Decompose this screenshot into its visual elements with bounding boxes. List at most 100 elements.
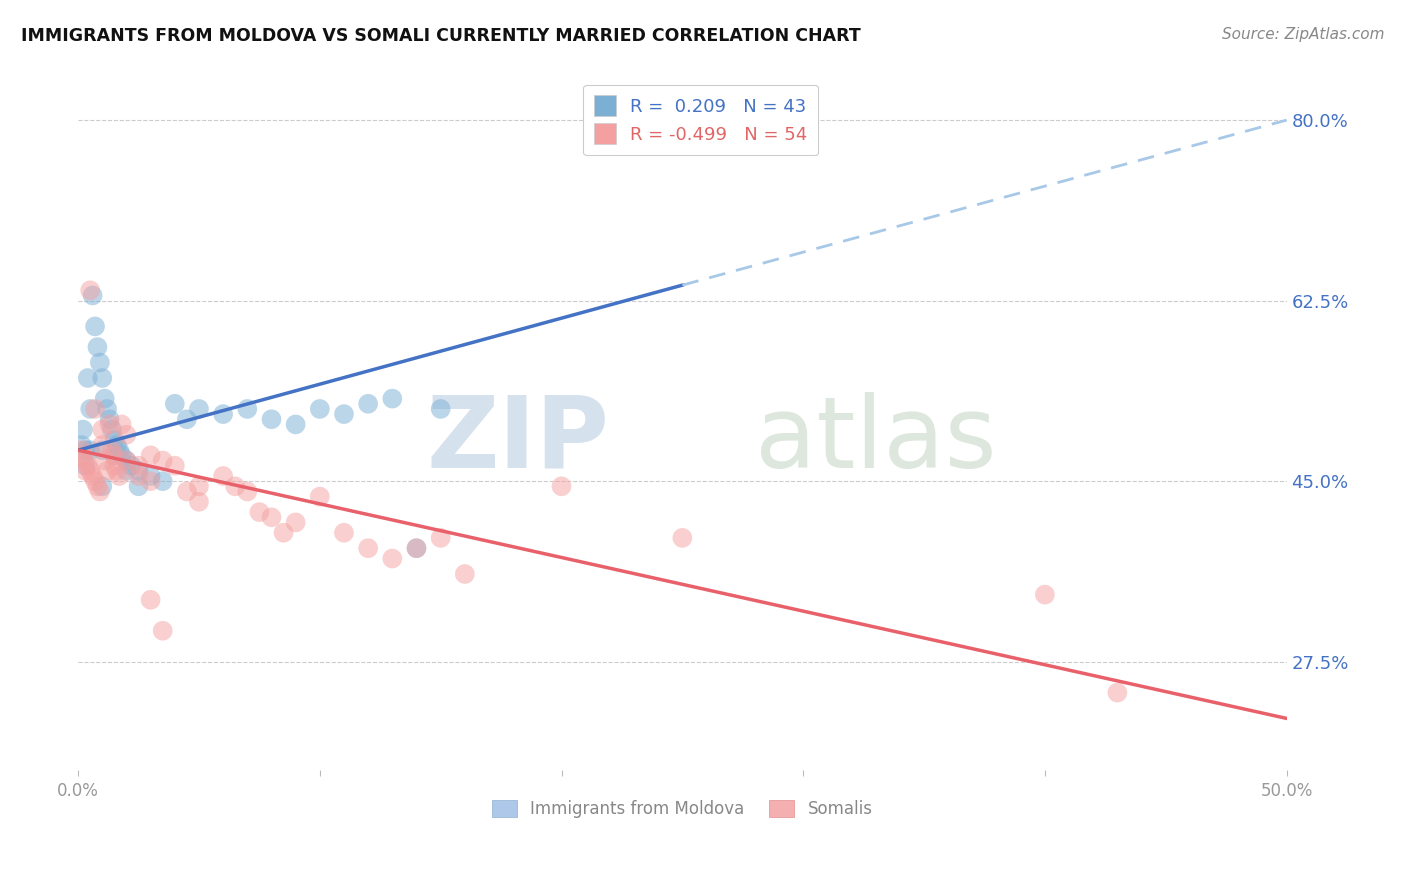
Point (128, 469, 150, 483)
Point (79, 443, 101, 458)
Point (128, 464, 150, 478)
Point (75, 458, 97, 473)
Point (79, 401, 101, 416)
Point (405, 541, 427, 556)
Point (84, 319, 107, 334)
Point (103, 458, 125, 473)
Point (82, 288, 104, 302)
Point (96, 464, 118, 478)
Point (333, 525, 356, 540)
Point (82, 469, 104, 483)
Point (91, 443, 114, 458)
Point (101, 443, 124, 458)
Point (163, 458, 186, 473)
Point (212, 469, 235, 483)
Point (93, 453, 115, 467)
Point (76, 458, 98, 473)
Point (188, 479, 211, 493)
Point (101, 423, 124, 437)
Point (163, 397, 186, 411)
Point (152, 624, 174, 638)
Point (103, 448, 125, 462)
Point (96, 401, 118, 416)
Point (115, 427, 138, 442)
Point (333, 407, 356, 421)
Point (224, 479, 246, 493)
Point (75, 453, 97, 467)
Point (91, 438, 114, 452)
Point (115, 453, 138, 467)
Point (429, 401, 451, 416)
Point (72, 423, 94, 437)
Point (405, 541, 427, 556)
Point (115, 464, 138, 478)
Point (79, 464, 101, 478)
Point (212, 407, 235, 421)
Point (91, 423, 114, 437)
Point (139, 592, 162, 607)
Text: atlas: atlas (755, 392, 997, 489)
Point (1107, 685, 1129, 699)
Point (70, 438, 93, 452)
Point (139, 448, 162, 462)
Point (72, 448, 94, 462)
Point (1033, 588, 1056, 602)
Point (86, 340, 108, 354)
Point (176, 412, 198, 426)
Point (381, 392, 404, 406)
Point (236, 484, 259, 499)
Point (188, 401, 211, 416)
Point (550, 479, 572, 493)
Legend: Immigrants from Moldova, Somalis: Immigrants from Moldova, Somalis (485, 793, 880, 825)
Point (429, 531, 451, 545)
Point (111, 448, 134, 462)
Point (105, 438, 128, 452)
Point (98, 412, 121, 426)
Point (152, 453, 174, 467)
Point (128, 458, 150, 473)
Point (91, 479, 114, 493)
Point (247, 505, 270, 519)
Point (103, 448, 125, 462)
Point (70, 443, 93, 458)
Point (93, 392, 115, 406)
Point (671, 531, 693, 545)
Point (128, 479, 150, 493)
Point (115, 453, 138, 467)
Point (357, 397, 380, 411)
Point (111, 417, 134, 432)
Point (89, 484, 111, 499)
Point (176, 484, 198, 499)
Point (357, 541, 380, 556)
Point (120, 458, 142, 473)
Point (98, 417, 121, 432)
Point (454, 566, 477, 581)
Point (84, 401, 107, 416)
Point (284, 516, 307, 530)
Point (103, 433, 125, 447)
Point (105, 464, 128, 478)
Point (284, 417, 307, 432)
Point (75, 443, 97, 458)
Point (273, 525, 295, 540)
Text: ZIP: ZIP (427, 392, 610, 489)
Text: Source: ZipAtlas.com: Source: ZipAtlas.com (1222, 27, 1385, 42)
Point (188, 495, 211, 509)
Point (236, 401, 259, 416)
Point (91, 371, 114, 385)
Point (76, 371, 98, 385)
Point (139, 469, 162, 483)
Point (308, 490, 330, 504)
Point (108, 443, 131, 458)
Text: IMMIGRANTS FROM MOLDOVA VS SOMALI CURRENTLY MARRIED CORRELATION CHART: IMMIGRANTS FROM MOLDOVA VS SOMALI CURREN… (21, 27, 860, 45)
Point (381, 551, 404, 566)
Point (260, 412, 283, 426)
Point (89, 355, 111, 369)
Point (152, 474, 174, 488)
Point (79, 283, 101, 297)
Point (84, 474, 107, 488)
Point (86, 479, 108, 493)
Point (108, 469, 131, 483)
Point (308, 401, 330, 416)
Point (75, 464, 97, 478)
